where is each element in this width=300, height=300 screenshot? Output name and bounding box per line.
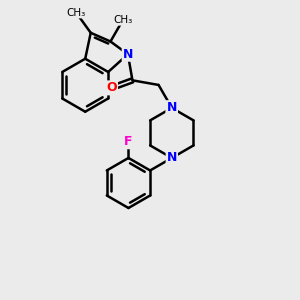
Text: N: N [167, 101, 177, 114]
Text: N: N [167, 152, 177, 164]
Text: N: N [123, 48, 133, 61]
Text: O: O [106, 81, 117, 94]
Text: CH₃: CH₃ [66, 8, 86, 17]
Text: CH₃: CH₃ [113, 15, 133, 25]
Text: N: N [167, 101, 177, 114]
Text: F: F [124, 135, 133, 148]
